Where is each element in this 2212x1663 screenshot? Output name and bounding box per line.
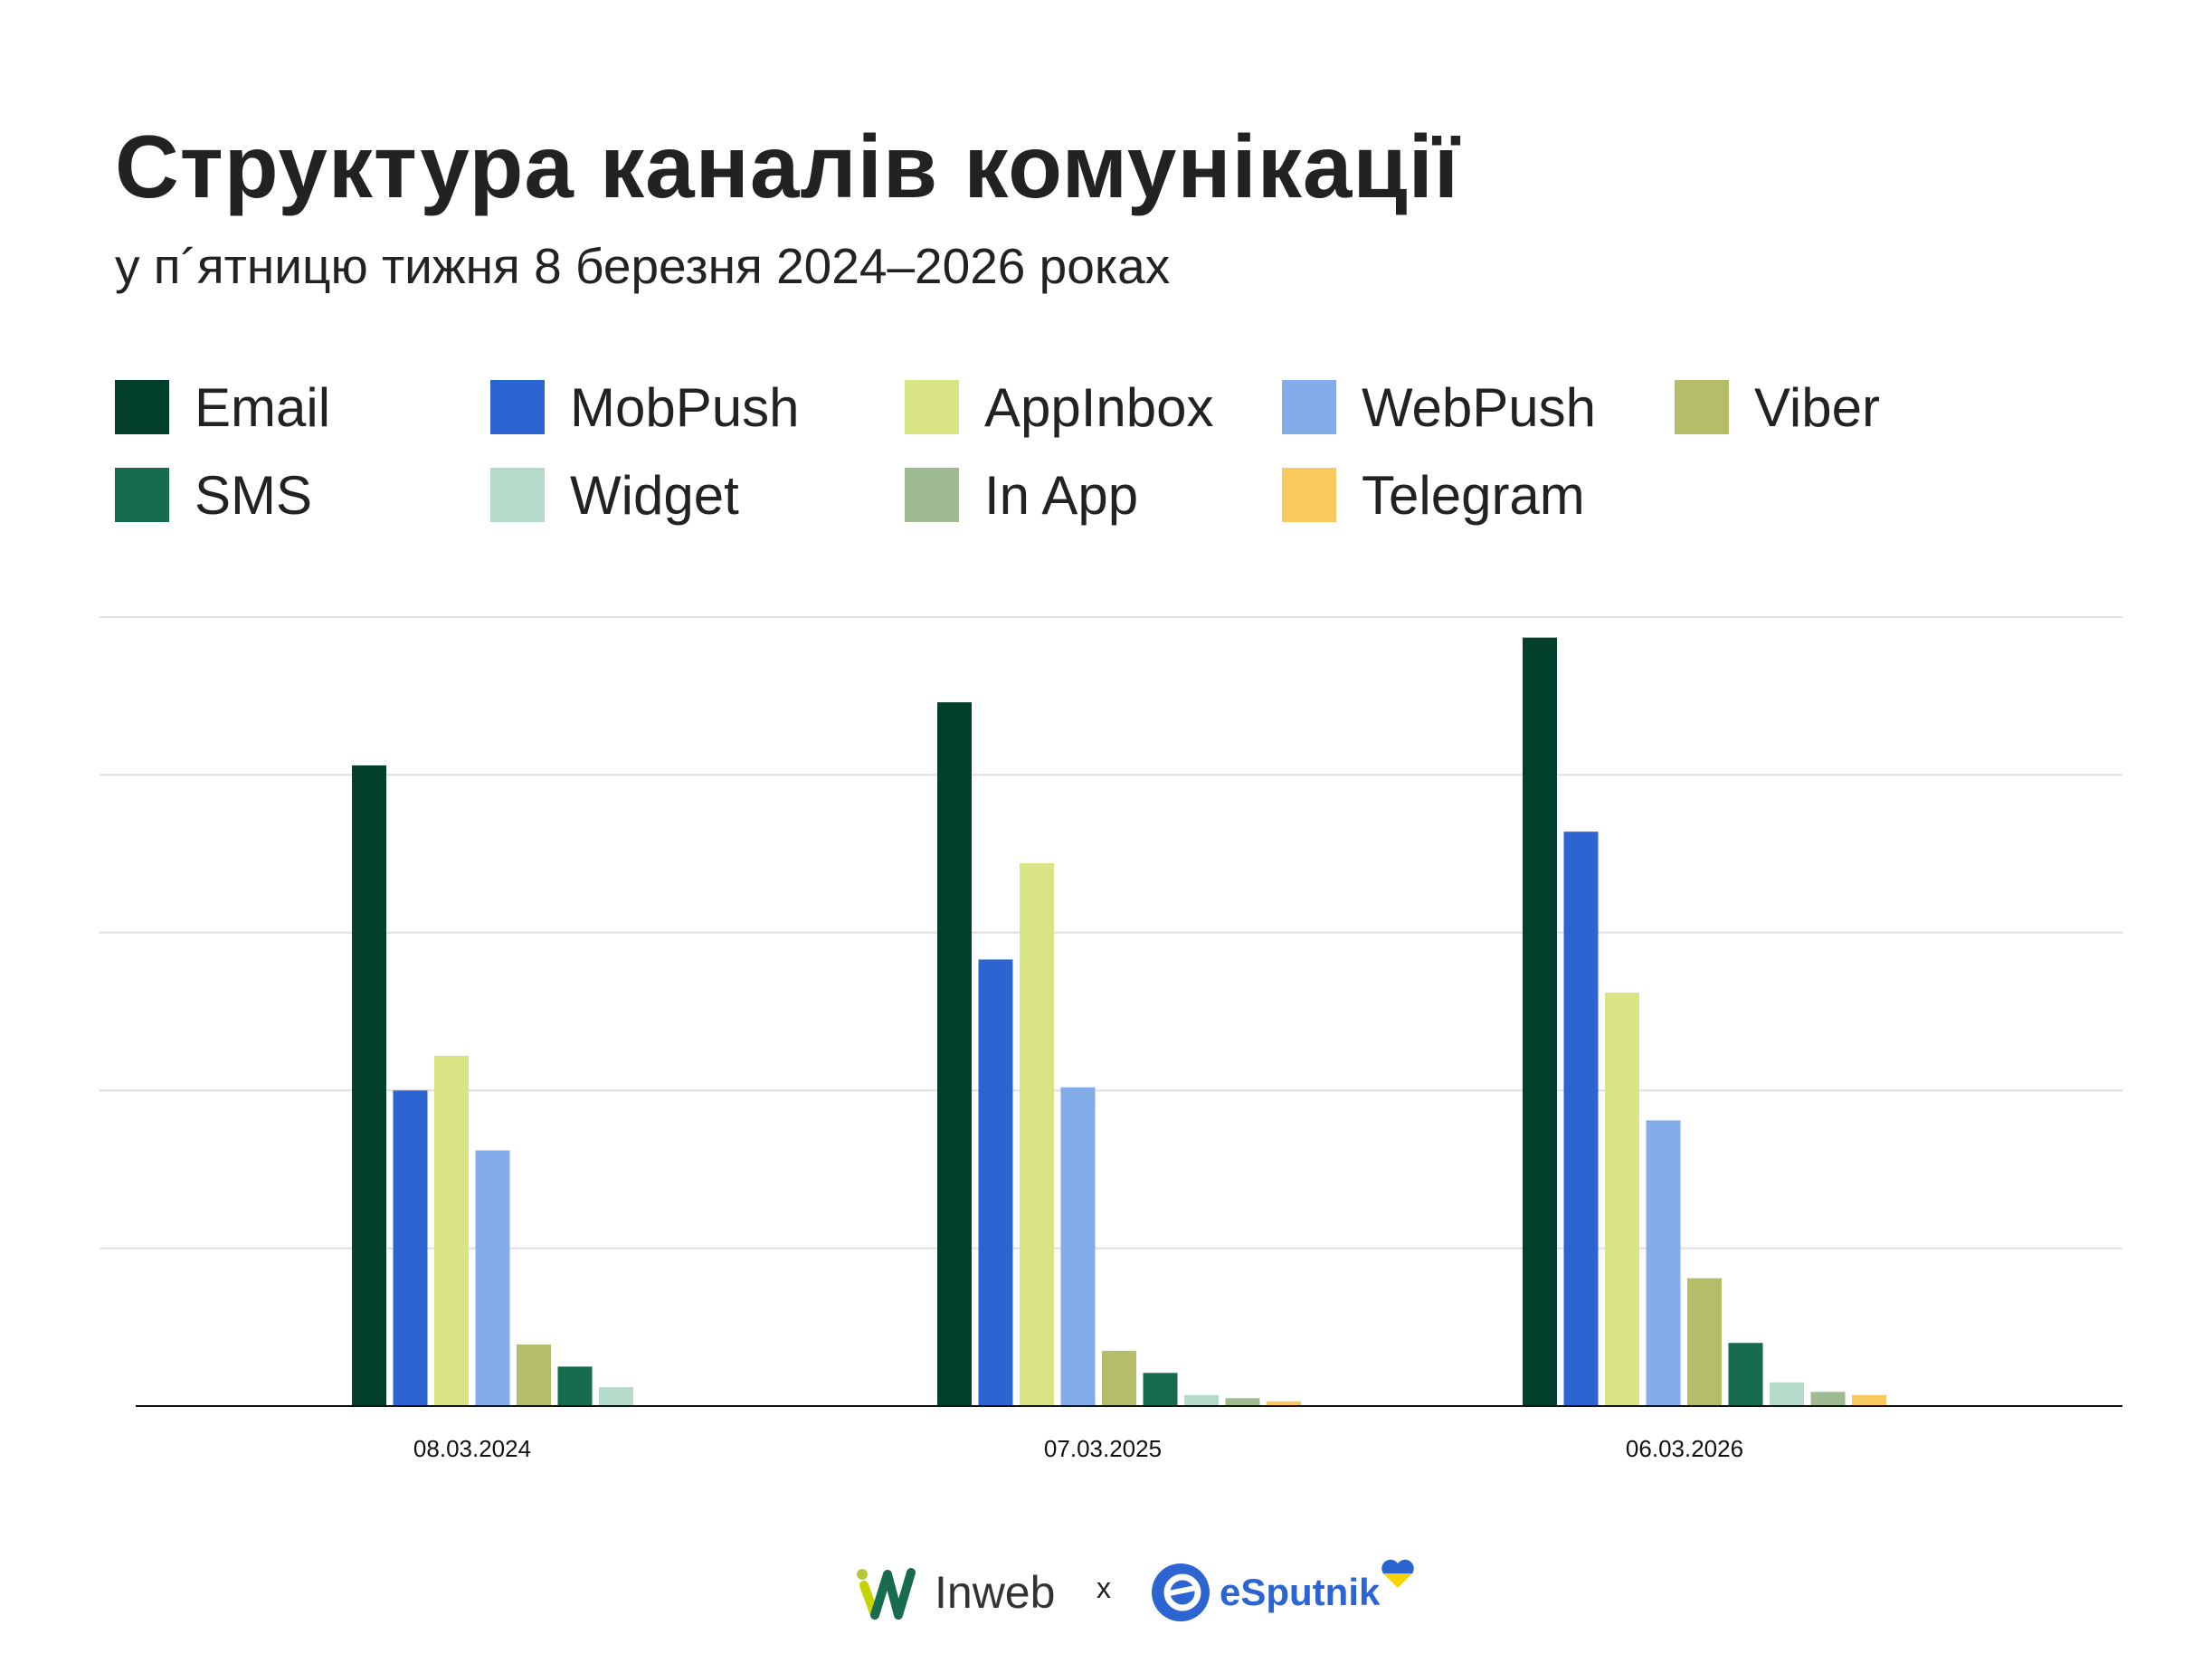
legend-label: MobPush bbox=[570, 376, 800, 438]
bar-webpush-07.03.2025 bbox=[1060, 1087, 1096, 1406]
legend-item-email: Email bbox=[115, 377, 330, 438]
bar-sms-07.03.2025 bbox=[1143, 1373, 1178, 1406]
legend-item-sms: SMS bbox=[115, 465, 312, 526]
logo-separator: x bbox=[1097, 1572, 1111, 1604]
bar-mobpush-07.03.2025 bbox=[978, 959, 1013, 1406]
bar-widget-07.03.2025 bbox=[1184, 1394, 1219, 1406]
x-tick-label: 06.03.2026 bbox=[1626, 1435, 1743, 1462]
legend-item-mobpush: MobPush bbox=[490, 377, 799, 438]
legend-swatch bbox=[905, 468, 959, 522]
legend-item-viber: Viber bbox=[1675, 377, 1880, 438]
legend-label: WebPush bbox=[1362, 376, 1597, 438]
bar-appinbox-07.03.2025 bbox=[1020, 863, 1054, 1406]
legend-label: Viber bbox=[1754, 376, 1880, 438]
legend-swatch bbox=[1282, 380, 1336, 434]
legend-swatch bbox=[1282, 468, 1336, 522]
legend-item-webpush: WebPush bbox=[1282, 377, 1596, 438]
chart-subtitle: у п´ятницю тижня 8 березня 2024–2026 рок… bbox=[115, 238, 1171, 294]
bar-email-06.03.2026 bbox=[1523, 637, 1557, 1406]
bar-viber-07.03.2025 bbox=[1102, 1350, 1136, 1406]
esputnik-logo: eSputnik bbox=[1149, 1552, 1416, 1633]
bar-webpush-06.03.2026 bbox=[1646, 1120, 1681, 1406]
bar-appinbox-08.03.2024 bbox=[434, 1055, 469, 1406]
bar-sms-06.03.2026 bbox=[1728, 1343, 1763, 1406]
legend-item-telegram: Telegram bbox=[1282, 465, 1585, 526]
legend-swatch bbox=[490, 380, 545, 434]
bar-telegram-06.03.2026 bbox=[1852, 1394, 1886, 1406]
footer-logos: Inweb x eSputnik bbox=[0, 1552, 2212, 1633]
legend-item-widget: Widget bbox=[490, 465, 739, 526]
bar-telegram-07.03.2025 bbox=[1267, 1401, 1301, 1406]
esputnik-mark-icon bbox=[1152, 1563, 1210, 1621]
bar-chart: 08.03.2024 07.03.2025 06.03.2026 bbox=[100, 616, 2122, 1462]
x-tick-label: 08.03.2024 bbox=[413, 1435, 531, 1462]
legend-label: Telegram bbox=[1362, 464, 1585, 526]
legend-swatch bbox=[115, 380, 169, 434]
legend-swatch bbox=[1675, 380, 1729, 434]
bar-sms-08.03.2024 bbox=[557, 1366, 593, 1406]
bar-email-08.03.2024 bbox=[352, 765, 386, 1406]
inweb-mark-icon bbox=[857, 1568, 916, 1620]
bar-viber-06.03.2026 bbox=[1687, 1278, 1722, 1406]
bar-in-app-07.03.2025 bbox=[1225, 1398, 1260, 1406]
bar-widget-06.03.2026 bbox=[1770, 1382, 1804, 1406]
bar-appinbox-06.03.2026 bbox=[1605, 993, 1639, 1406]
heart-icon bbox=[1381, 1559, 1415, 1588]
legend-label: AppInbox bbox=[984, 376, 1214, 438]
legend-label: SMS bbox=[195, 464, 313, 526]
legend-item-in-app: In App bbox=[905, 465, 1138, 526]
bar-webpush-08.03.2024 bbox=[475, 1150, 510, 1406]
bar-in-app-06.03.2026 bbox=[1810, 1392, 1846, 1406]
inweb-wordmark: Inweb bbox=[935, 1567, 1056, 1618]
inweb-logo: Inweb bbox=[855, 1552, 1055, 1633]
x-tick-label: 07.03.2025 bbox=[1044, 1435, 1162, 1462]
chart-title: Структура каналів комунікації bbox=[115, 117, 1460, 216]
bar-mobpush-06.03.2026 bbox=[1563, 832, 1599, 1406]
bar-mobpush-08.03.2024 bbox=[393, 1090, 428, 1406]
legend-swatch bbox=[905, 380, 959, 434]
bar-widget-08.03.2024 bbox=[599, 1387, 633, 1406]
esputnik-wordmark: eSputnik bbox=[1220, 1571, 1381, 1613]
bar-email-07.03.2025 bbox=[937, 702, 972, 1406]
bar-viber-08.03.2024 bbox=[517, 1344, 551, 1406]
legend-item-appinbox: AppInbox bbox=[905, 377, 1214, 438]
legend-swatch bbox=[115, 468, 169, 522]
legend-label: Email bbox=[195, 376, 331, 438]
legend-label: Widget bbox=[570, 464, 739, 526]
legend-swatch bbox=[490, 468, 545, 522]
legend-label: In App bbox=[984, 464, 1139, 526]
